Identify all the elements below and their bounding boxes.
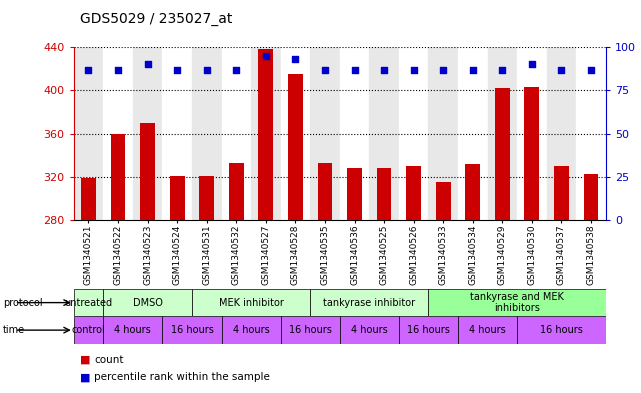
- Text: 4 hours: 4 hours: [469, 325, 506, 335]
- Point: [83, 66, 94, 73]
- Point: [172, 66, 182, 73]
- Text: tankyrase inhibitor: tankyrase inhibitor: [323, 298, 415, 308]
- Point: [586, 66, 596, 73]
- Bar: [583, 174, 598, 220]
- Bar: [576, 47, 606, 220]
- Text: 16 hours: 16 hours: [540, 325, 583, 335]
- Bar: [436, 182, 451, 220]
- Bar: [74, 289, 103, 316]
- Text: untreated: untreated: [65, 298, 113, 308]
- Text: tankyrase and MEK
inhibitors: tankyrase and MEK inhibitors: [470, 292, 564, 313]
- Point: [142, 61, 153, 68]
- Point: [408, 66, 419, 73]
- Text: time: time: [3, 325, 26, 335]
- Text: protocol: protocol: [3, 298, 43, 308]
- Text: ■: ■: [80, 354, 90, 365]
- Bar: [317, 163, 332, 220]
- Bar: [222, 47, 251, 220]
- Text: 4 hours: 4 hours: [115, 325, 151, 335]
- Bar: [258, 49, 273, 220]
- Point: [201, 66, 212, 73]
- Text: count: count: [94, 354, 124, 365]
- Bar: [74, 316, 103, 344]
- Text: 16 hours: 16 hours: [171, 325, 213, 335]
- Point: [113, 66, 123, 73]
- Bar: [399, 316, 458, 344]
- Bar: [251, 47, 281, 220]
- Point: [261, 53, 271, 59]
- Point: [497, 66, 508, 73]
- Bar: [517, 47, 547, 220]
- Bar: [517, 316, 606, 344]
- Bar: [488, 47, 517, 220]
- Bar: [428, 289, 606, 316]
- Bar: [162, 316, 222, 344]
- Bar: [192, 289, 310, 316]
- Bar: [458, 316, 517, 344]
- Bar: [140, 123, 155, 220]
- Bar: [369, 47, 399, 220]
- Point: [438, 66, 448, 73]
- Text: 4 hours: 4 hours: [233, 325, 269, 335]
- Text: MEK inhibitor: MEK inhibitor: [219, 298, 283, 308]
- Bar: [229, 163, 244, 220]
- Point: [320, 66, 330, 73]
- Bar: [547, 47, 576, 220]
- Text: 16 hours: 16 hours: [407, 325, 450, 335]
- Bar: [347, 168, 362, 220]
- Text: ■: ■: [80, 372, 90, 382]
- Point: [527, 61, 537, 68]
- Text: DMSO: DMSO: [133, 298, 163, 308]
- Text: control: control: [72, 325, 105, 335]
- Text: 4 hours: 4 hours: [351, 325, 388, 335]
- Bar: [74, 47, 103, 220]
- Point: [349, 66, 360, 73]
- Bar: [222, 316, 281, 344]
- Bar: [377, 168, 392, 220]
- Bar: [81, 178, 96, 220]
- Bar: [310, 47, 340, 220]
- Bar: [162, 47, 192, 220]
- Bar: [340, 316, 399, 344]
- Bar: [288, 74, 303, 220]
- Bar: [399, 47, 428, 220]
- Bar: [170, 176, 185, 220]
- Bar: [310, 289, 428, 316]
- Bar: [133, 47, 162, 220]
- Bar: [111, 134, 126, 220]
- Bar: [406, 166, 421, 220]
- Text: percentile rank within the sample: percentile rank within the sample: [94, 372, 270, 382]
- Bar: [103, 289, 192, 316]
- Bar: [192, 47, 222, 220]
- Bar: [554, 166, 569, 220]
- Bar: [281, 316, 340, 344]
- Bar: [428, 47, 458, 220]
- Bar: [458, 47, 488, 220]
- Text: GDS5029 / 235027_at: GDS5029 / 235027_at: [80, 11, 233, 26]
- Point: [556, 66, 567, 73]
- Point: [231, 66, 242, 73]
- Bar: [340, 47, 369, 220]
- Bar: [281, 47, 310, 220]
- Point: [290, 56, 301, 62]
- Bar: [103, 47, 133, 220]
- Point: [467, 66, 478, 73]
- Bar: [465, 164, 480, 220]
- Bar: [524, 87, 539, 220]
- Point: [379, 66, 389, 73]
- Bar: [103, 316, 162, 344]
- Bar: [495, 88, 510, 220]
- Text: 16 hours: 16 hours: [288, 325, 331, 335]
- Bar: [199, 176, 214, 220]
